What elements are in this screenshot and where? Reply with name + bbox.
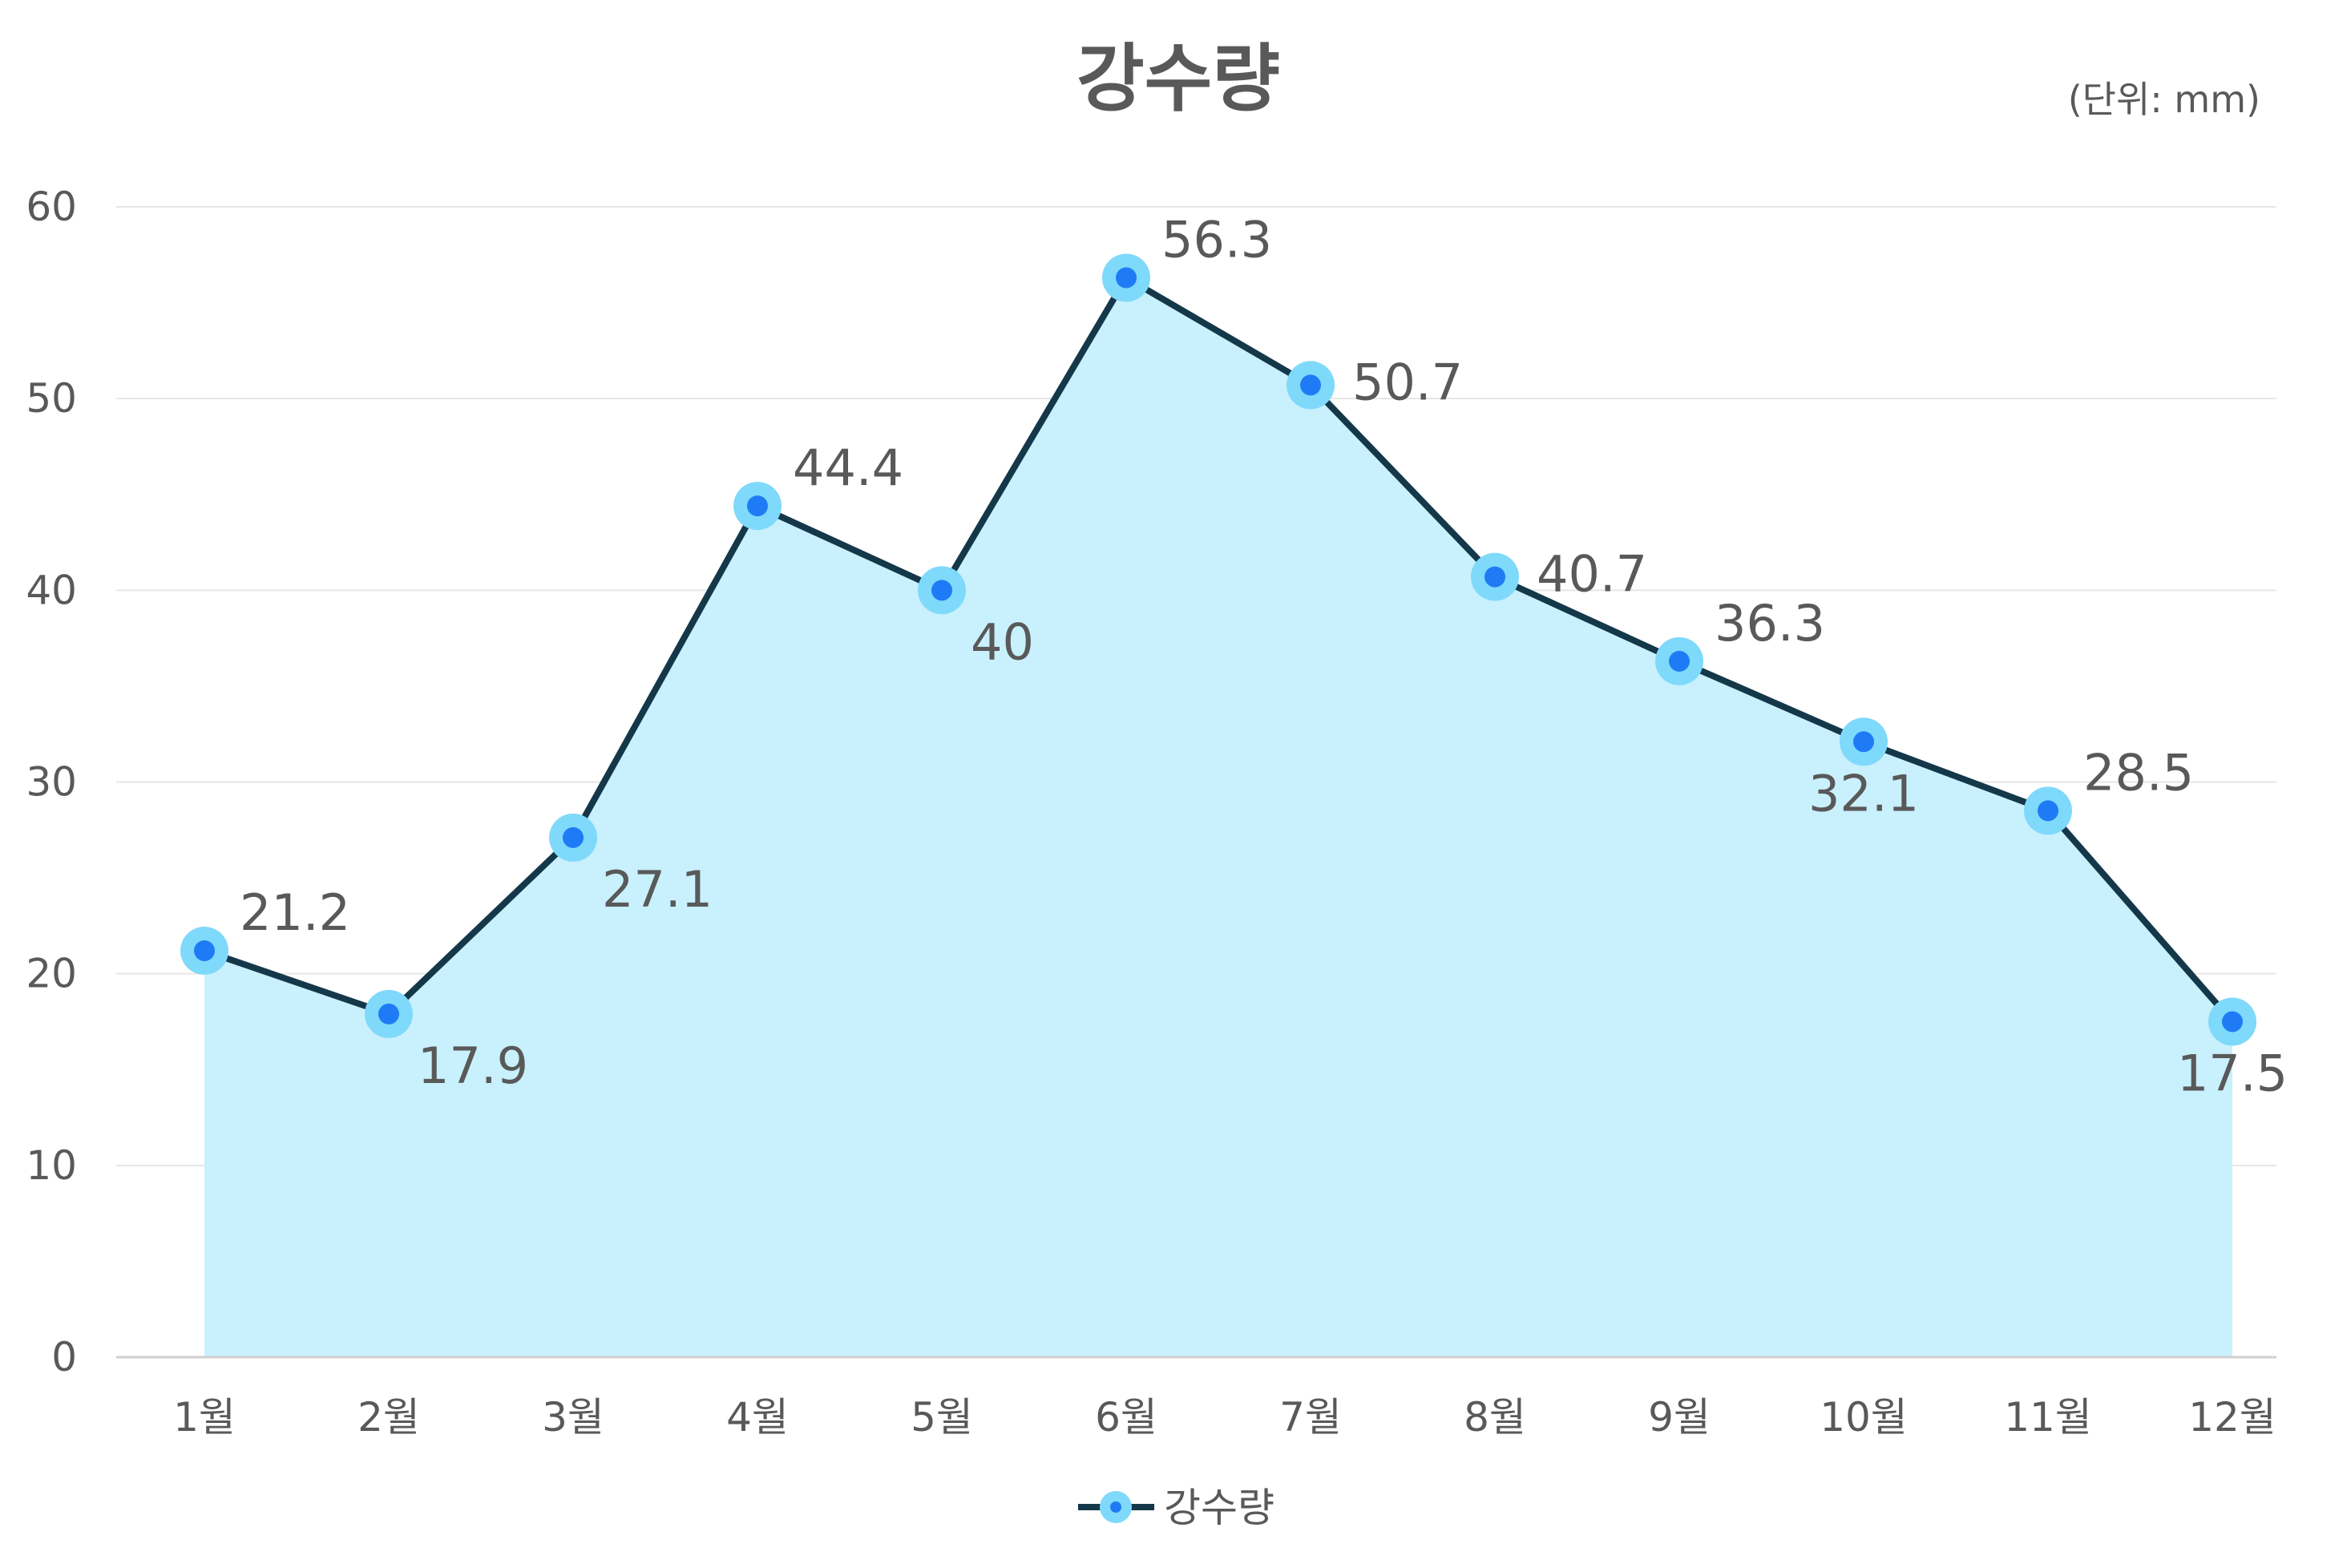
series-line xyxy=(203,274,2236,1024)
data-point xyxy=(1300,374,1321,396)
data-label: 32.1 xyxy=(1808,764,1919,822)
data-point xyxy=(2038,800,2058,822)
data-label: 44.4 xyxy=(793,438,903,497)
area-fill xyxy=(204,277,2232,1357)
x-tick-label: 1월 xyxy=(173,1394,236,1441)
x-tick-label: 12월 xyxy=(2188,1394,2276,1441)
y-tick-label: 10 xyxy=(26,1142,77,1189)
x-tick-label: 9월 xyxy=(1648,1394,1711,1441)
legend-marker-inner xyxy=(1110,1501,1121,1513)
data-label: 28.5 xyxy=(2083,743,2194,802)
y-tick-label: 60 xyxy=(26,184,77,230)
legend: 강수량 xyxy=(1078,1485,1274,1531)
x-tick-label: 2월 xyxy=(357,1394,420,1441)
x-tick-label: 8월 xyxy=(1464,1394,1526,1441)
data-label: 36.3 xyxy=(1715,594,1825,653)
data-point xyxy=(378,1003,399,1024)
data-point xyxy=(563,826,584,848)
data-label: 56.3 xyxy=(1161,210,1272,269)
data-label: 40 xyxy=(971,612,1034,671)
data-label: 17.5 xyxy=(2177,1044,2288,1102)
data-point xyxy=(1669,650,1690,672)
data-point xyxy=(747,495,768,517)
x-tick-label: 6월 xyxy=(1095,1394,1157,1441)
data-label: 40.7 xyxy=(1537,545,1647,604)
y-axis-ticks: 0 10 20 30 40 50 60 xyxy=(26,184,77,1380)
unit-label: (단위: mm) xyxy=(2068,78,2260,121)
series-line-group xyxy=(203,274,2236,1024)
y-tick-label: 20 xyxy=(26,951,77,997)
chart-title: 강수량 xyxy=(1077,36,1280,122)
data-point xyxy=(1116,267,1137,289)
x-tick-label: 4월 xyxy=(726,1394,789,1441)
series-area xyxy=(204,277,2232,1357)
data-point xyxy=(931,580,952,601)
data-labels: 21.2 17.9 27.1 44.4 40 56.3 50.7 40.7 36.3 32.1 28… xyxy=(240,210,2288,1102)
y-tick-label: 0 xyxy=(51,1334,77,1380)
x-tick-label: 11월 xyxy=(2004,1394,2092,1441)
x-tick-label: 10월 xyxy=(1820,1394,1908,1441)
series-markers xyxy=(180,253,2256,1046)
y-tick-label: 40 xyxy=(26,567,77,613)
data-label: 21.2 xyxy=(240,883,350,942)
legend-label: 강수량 xyxy=(1164,1485,1274,1531)
y-tick-label: 50 xyxy=(26,375,77,422)
data-point xyxy=(1853,731,1874,753)
data-point xyxy=(194,940,215,961)
data-label: 50.7 xyxy=(1352,353,1463,411)
y-tick-label: 30 xyxy=(26,759,77,806)
x-tick-label: 7월 xyxy=(1279,1394,1342,1441)
x-axis-ticks: 1월 2월 3월 4월 5월 6월 7월 8월 9월 10월 11월 12월 xyxy=(173,1394,2276,1441)
x-tick-label: 5월 xyxy=(911,1394,973,1441)
x-tick-label: 3월 xyxy=(542,1394,604,1441)
data-point xyxy=(1485,566,1505,588)
data-label: 27.1 xyxy=(602,860,713,919)
data-point xyxy=(2222,1011,2243,1033)
data-label: 17.9 xyxy=(418,1037,528,1095)
